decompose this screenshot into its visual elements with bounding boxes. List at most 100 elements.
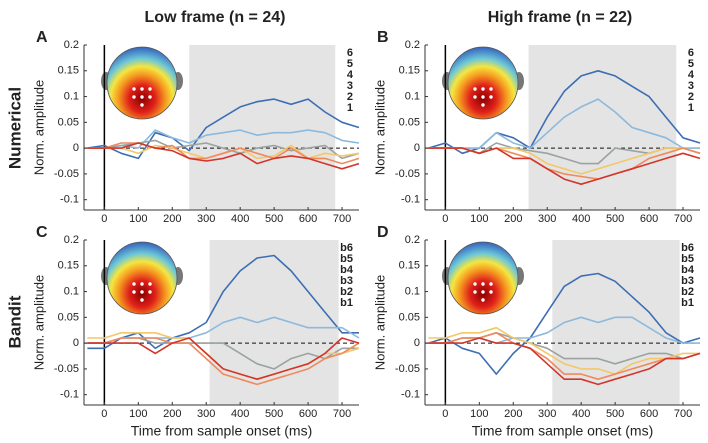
legend-entry: b1 — [681, 297, 694, 309]
electrode — [481, 103, 485, 107]
x-tick-label: 500 — [606, 213, 624, 225]
legend-entry: b4 — [340, 264, 354, 276]
series-line — [87, 142, 360, 170]
y-tick-label: 0.2 — [64, 39, 79, 51]
y-tick-label: 0 — [73, 142, 79, 154]
panel-letter: A — [36, 29, 48, 46]
x-tick-label: 100 — [470, 213, 488, 225]
series-line — [87, 98, 360, 160]
legend-entry: b5 — [681, 253, 694, 265]
y-tick-label: 0.15 — [58, 260, 79, 272]
electrode — [473, 87, 477, 91]
y-tick-label: 0.1 — [64, 90, 79, 102]
electrode — [140, 95, 144, 99]
y-tick-label: 0.1 — [405, 90, 420, 102]
legend-entry: 1 — [347, 102, 353, 114]
head — [447, 241, 519, 315]
electrode — [148, 282, 152, 286]
y-tick-label: 0 — [414, 142, 420, 154]
x-tick-label: 600 — [299, 213, 317, 225]
y-tick-label: -0.1 — [401, 194, 420, 206]
y-tick-label: -0.1 — [401, 389, 420, 401]
legend-entry: b2 — [340, 286, 353, 298]
series-line — [428, 332, 701, 380]
x-tick-label: 200 — [504, 213, 522, 225]
y-tick-label: 0.05 — [399, 311, 420, 323]
series-line — [428, 337, 701, 386]
electrode — [132, 87, 136, 91]
shaded-window — [209, 240, 339, 405]
electrode — [481, 282, 485, 286]
electrode — [473, 95, 477, 99]
y-tick-label: 0.15 — [399, 260, 420, 272]
x-tick-label: 500 — [265, 213, 283, 225]
electrode — [148, 290, 152, 294]
legend-entry: b6 — [340, 242, 353, 254]
topography — [101, 46, 183, 120]
electrode — [140, 290, 144, 294]
y-axis-label: Norm. amplitude — [372, 80, 387, 175]
shaded-window — [552, 240, 680, 405]
column-title: High frame (n = 22) — [488, 9, 632, 26]
y-tick-label: -0.05 — [54, 168, 79, 180]
panel-letter: C — [36, 224, 48, 241]
series-line — [87, 139, 360, 160]
series-line — [428, 272, 701, 375]
electrode — [473, 290, 477, 294]
x-tick-label: 300 — [538, 213, 556, 225]
electrode — [140, 282, 144, 286]
y-tick-label: -0.05 — [54, 363, 79, 375]
legend-entry: b3 — [681, 275, 694, 287]
legend-entry: b4 — [681, 264, 695, 276]
x-tick-label: 200 — [504, 408, 522, 420]
legend-entry: 3 — [347, 80, 353, 92]
y-axis-label: Norm. amplitude — [372, 275, 387, 370]
electrode — [148, 95, 152, 99]
x-tick-label: 200 — [163, 213, 181, 225]
head — [447, 46, 519, 120]
y-tick-label: 0.2 — [405, 234, 420, 246]
electrode — [473, 282, 477, 286]
x-tick-label: 100 — [129, 408, 147, 420]
electrode — [489, 87, 493, 91]
y-tick-label: 0.2 — [405, 39, 420, 51]
x-axis-label: Time from sample onset (ms) — [472, 423, 654, 439]
shaded-window — [528, 45, 677, 210]
y-tick-label: -0.1 — [60, 194, 79, 206]
panel-letter: B — [377, 29, 389, 46]
x-tick-label: 500 — [265, 408, 283, 420]
column-title: Low frame (n = 24) — [145, 9, 286, 26]
x-tick-label: 700 — [674, 213, 692, 225]
y-tick-label: 0.15 — [58, 65, 79, 77]
x-tick-label: 300 — [197, 213, 215, 225]
y-tick-label: 0.05 — [399, 116, 420, 128]
head — [106, 241, 178, 315]
shaded-window — [189, 45, 336, 210]
x-tick-label: 700 — [333, 408, 351, 420]
series-line — [87, 337, 360, 386]
electrode — [140, 298, 144, 302]
legend-entry: 6 — [347, 47, 353, 59]
electrode — [489, 282, 493, 286]
legend-entry: 4 — [347, 69, 354, 81]
series-line — [428, 147, 701, 185]
y-tick-label: -0.1 — [60, 389, 79, 401]
series-line — [87, 337, 360, 380]
row-label: Bandit — [5, 295, 24, 348]
y-tick-label: 0.05 — [58, 116, 79, 128]
y-tick-label: 0 — [414, 337, 420, 349]
legend-entry: b6 — [681, 242, 694, 254]
x-tick-label: 300 — [197, 408, 215, 420]
panel-letter: D — [377, 224, 389, 241]
electrode — [140, 103, 144, 107]
electrode — [489, 95, 493, 99]
y-axis-label: Norm. amplitude — [31, 275, 46, 370]
legend-entry: 1 — [688, 102, 694, 114]
topography — [101, 241, 183, 315]
legend-entry: 2 — [688, 91, 694, 103]
electrode — [132, 282, 136, 286]
x-tick-label: 0 — [442, 213, 448, 225]
x-tick-label: 500 — [606, 408, 624, 420]
legend-entry: 4 — [688, 69, 695, 81]
